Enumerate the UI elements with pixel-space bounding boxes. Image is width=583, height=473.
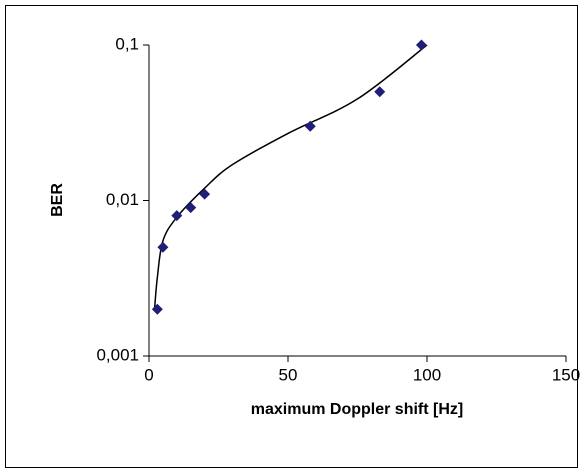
y-axis-label: BER xyxy=(49,183,66,217)
y-tick-label: 0,1 xyxy=(115,34,139,53)
x-tick-label: 0 xyxy=(144,365,153,384)
data-point xyxy=(415,39,427,51)
data-point xyxy=(374,86,386,98)
data-point xyxy=(151,303,163,315)
x-tick-label: 100 xyxy=(413,365,441,384)
data-point xyxy=(171,210,183,222)
data-point xyxy=(304,120,316,132)
chart-frame xyxy=(5,5,578,468)
x-axis-label: maximum Doppler shift [Hz] xyxy=(251,401,463,418)
x-tick-label: 150 xyxy=(552,365,580,384)
x-tick-label: 50 xyxy=(279,365,298,384)
trendline xyxy=(153,44,428,310)
data-point xyxy=(185,202,197,214)
y-tick-label: 0,01 xyxy=(106,190,139,209)
data-point xyxy=(157,241,169,253)
y-tick-label: 0,001 xyxy=(96,345,139,364)
data-point xyxy=(199,188,211,200)
